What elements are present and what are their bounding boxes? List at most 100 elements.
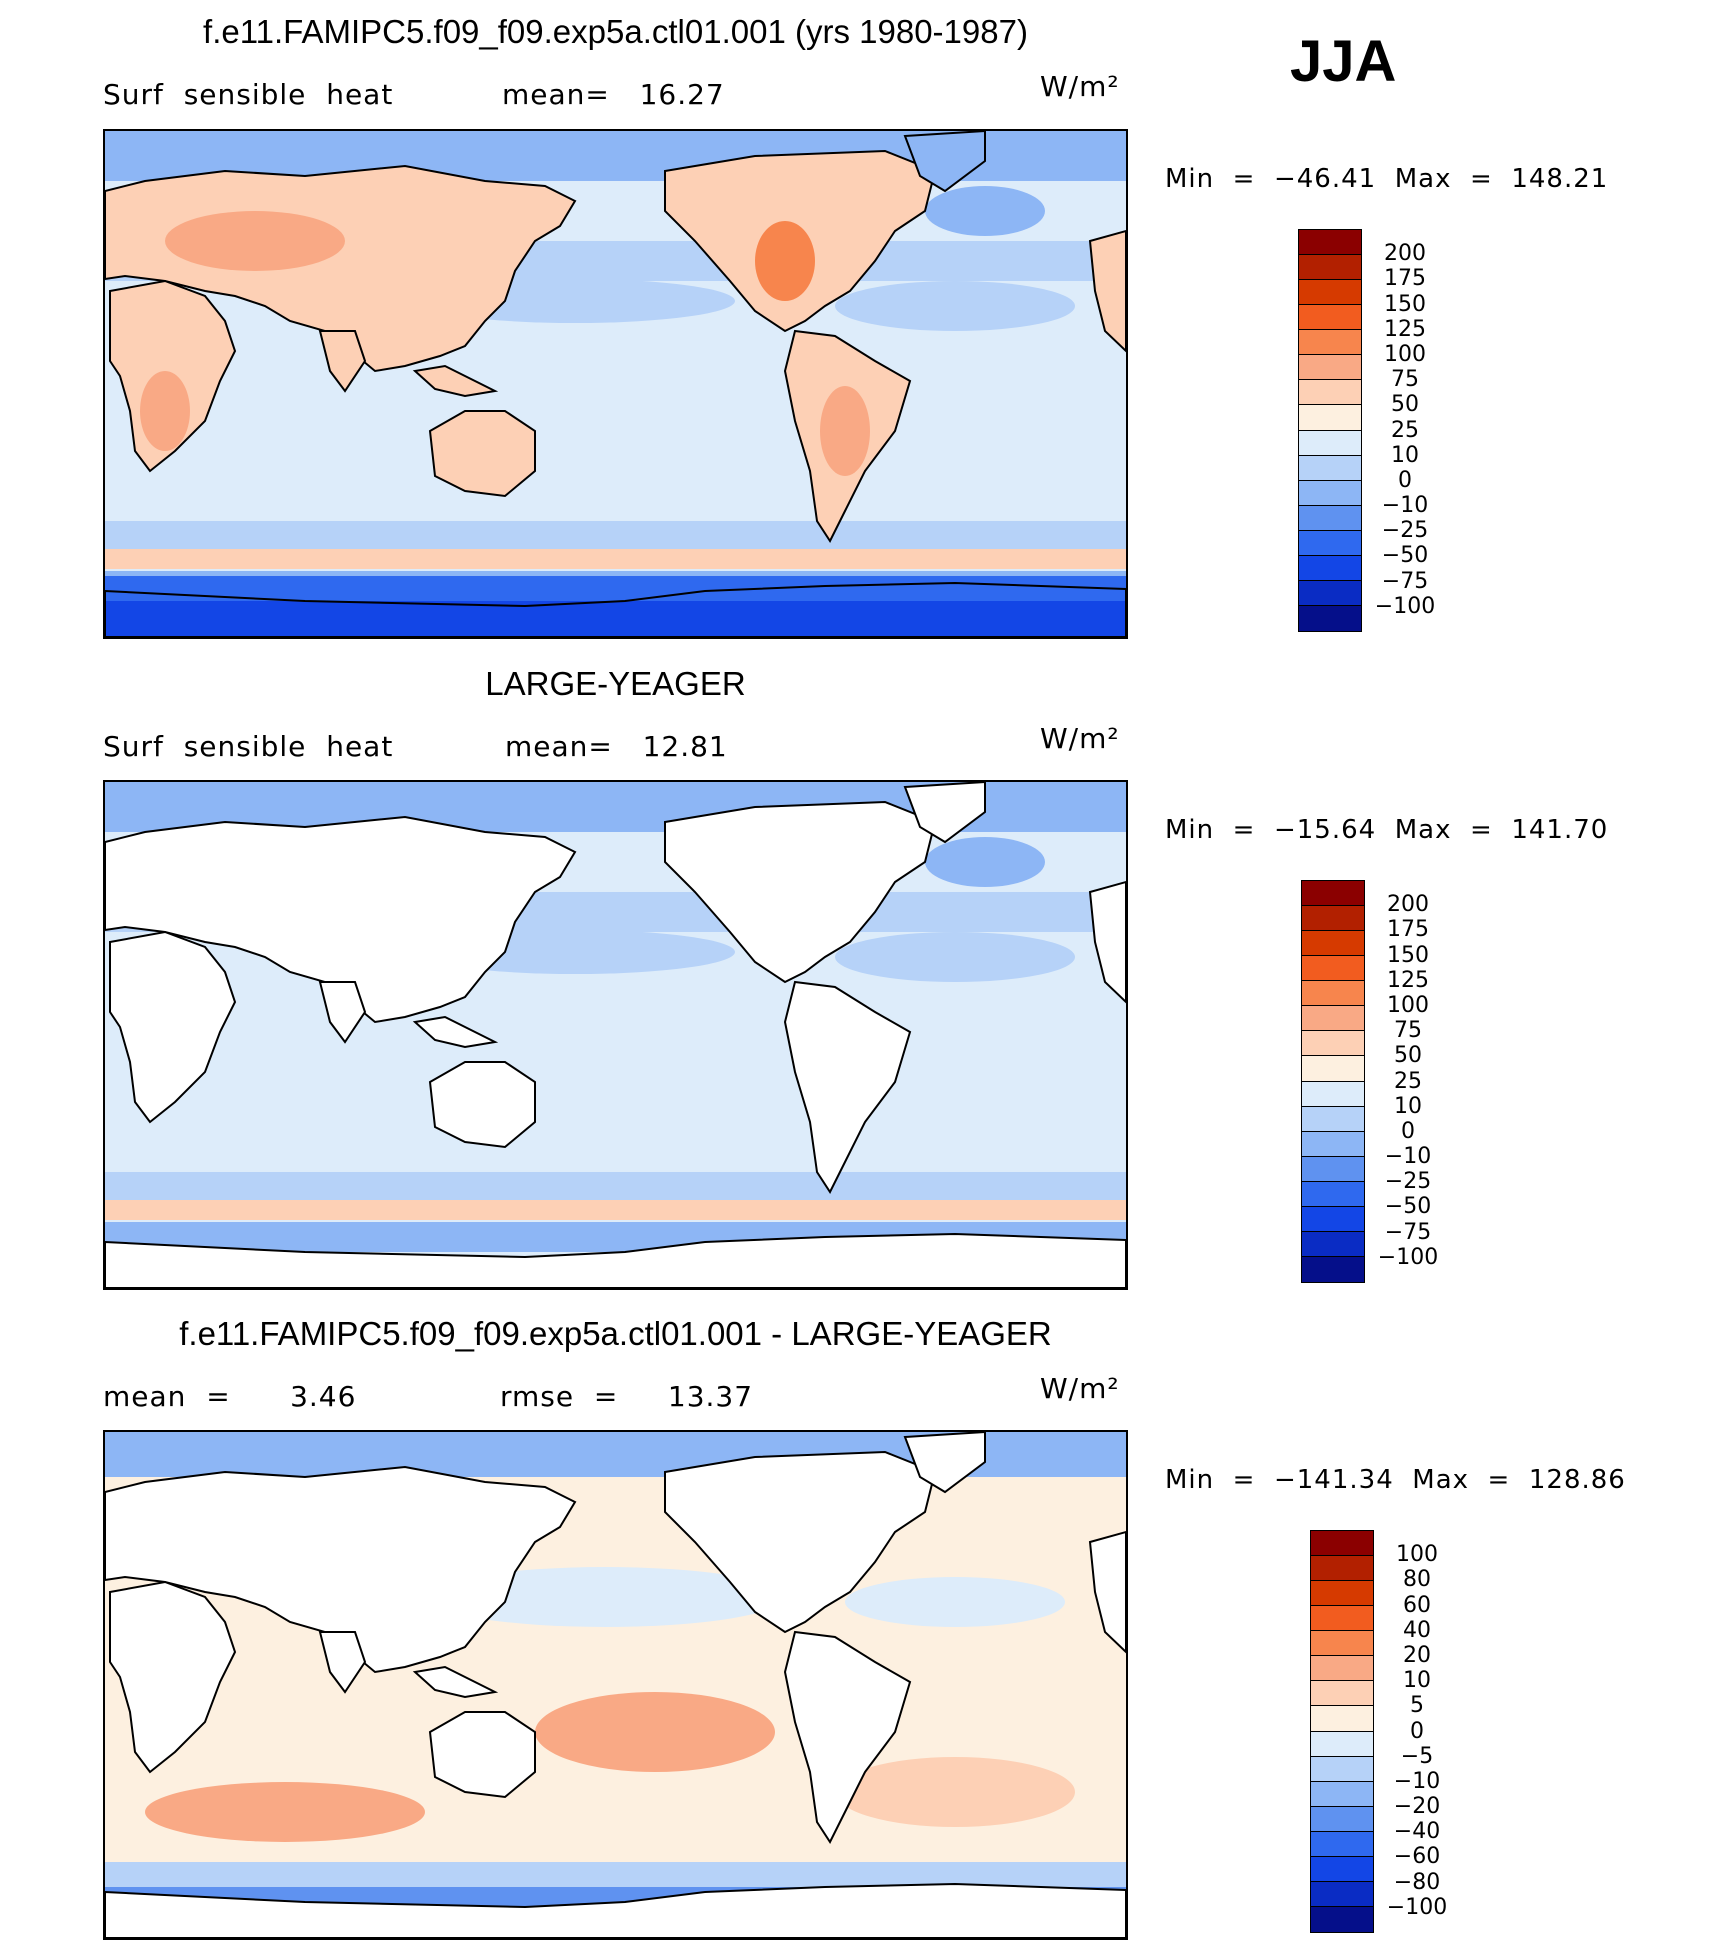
colorbar xyxy=(1310,1530,1374,1933)
colorbar-swatch xyxy=(1299,455,1361,481)
colorbar-swatch xyxy=(1311,1656,1373,1682)
colorbar-tick-label: 60 xyxy=(1403,1592,1431,1618)
coastline xyxy=(412,1015,499,1049)
variable-label: Surf sensible heat xyxy=(103,730,394,763)
colorbar-swatch xyxy=(1302,1056,1364,1082)
colorbar-swatch xyxy=(1311,1831,1373,1857)
coastline xyxy=(1088,229,1126,353)
coastline xyxy=(428,1061,536,1149)
min-max-label: Min = −141.34 Max = 128.86 xyxy=(1165,1465,1626,1495)
colorbar-tick-label: 150 xyxy=(1384,291,1426,317)
variable-label: Surf sensible heat xyxy=(103,78,394,111)
units-label: W/m² xyxy=(1040,722,1120,755)
colorbar-swatch xyxy=(1302,1131,1364,1157)
panel-difference: f.e11.FAMIPC5.f09_f09.exp5a.ctl01.001 - … xyxy=(0,1300,1710,1950)
coastline xyxy=(903,131,986,193)
colorbar-tick-label: 10 xyxy=(1394,1093,1422,1119)
colorbar-swatch xyxy=(1302,981,1364,1007)
colorbar-tick-label: −20 xyxy=(1393,1794,1441,1820)
colorbar-swatch xyxy=(1311,1906,1373,1932)
colorbar-tick-label: 125 xyxy=(1384,316,1426,342)
colorbar-swatch xyxy=(1311,1681,1373,1707)
colorbar-swatch xyxy=(1302,1156,1364,1182)
mean-label: mean = 3.46 xyxy=(103,1380,357,1413)
colorbar-tick-label: −80 xyxy=(1393,1869,1441,1895)
colorbar-tick-label: −50 xyxy=(1384,1194,1432,1220)
colorbar-tick-label: 0 xyxy=(1398,467,1412,493)
coastline xyxy=(109,930,237,1124)
colorbar-swatch xyxy=(1299,405,1361,431)
colorbar-swatch xyxy=(1311,1631,1373,1657)
colorbar-tick-label: 100 xyxy=(1396,1542,1438,1568)
units-label: W/m² xyxy=(1040,1372,1120,1405)
colorbar-tick-label: −25 xyxy=(1381,518,1429,544)
coastline xyxy=(105,815,577,1024)
colorbar-tick-label: −10 xyxy=(1393,1768,1441,1794)
colorbar-swatch xyxy=(1302,1231,1364,1257)
colorbar-swatch xyxy=(1302,1031,1364,1057)
colorbar-tick-label: −25 xyxy=(1384,1169,1432,1195)
colorbar-tick-label: 200 xyxy=(1384,241,1426,267)
colorbar-swatch xyxy=(1299,505,1361,531)
colorbar-tick-label: −10 xyxy=(1384,1144,1432,1170)
map-plot xyxy=(103,780,1128,1290)
colorbar-tick-label: −100 xyxy=(1386,1894,1448,1920)
coastline xyxy=(783,980,912,1195)
colorbar-swatch xyxy=(1311,1581,1373,1607)
colorbar-swatch xyxy=(1311,1806,1373,1832)
coastline xyxy=(428,1711,536,1799)
colorbar-swatch xyxy=(1302,1006,1364,1032)
colorbar-swatch xyxy=(1311,1731,1373,1757)
colorbar-tick-label: 150 xyxy=(1387,942,1429,968)
panel-obs: LARGE-YEAGER Surf sensible heat mean= 12… xyxy=(0,650,1710,1300)
mean-label: mean= 12.81 xyxy=(505,730,728,763)
rmse-label: rmse = 13.37 xyxy=(500,1380,754,1413)
colorbar-tick-label: 175 xyxy=(1387,917,1429,943)
map-plot xyxy=(103,1430,1128,1940)
colorbar-tick-label: 75 xyxy=(1394,1018,1422,1044)
coastline xyxy=(1088,1530,1126,1654)
colorbar-swatch xyxy=(1299,480,1361,506)
colorbar-swatch xyxy=(1302,906,1364,932)
colorbar-swatch xyxy=(1311,1856,1373,1882)
colorbar-tick-label: −75 xyxy=(1384,1219,1432,1245)
colorbar-tick-label: 0 xyxy=(1401,1118,1415,1144)
colorbar-swatch xyxy=(1311,1531,1373,1557)
colorbar-tick-label: 10 xyxy=(1391,442,1419,468)
coastline xyxy=(105,581,1126,637)
colorbar-swatch xyxy=(1299,580,1361,606)
colorbar-tick-label: −60 xyxy=(1393,1844,1441,1870)
panel-title: f.e11.FAMIPC5.f09_f09.exp5a.ctl01.001 - … xyxy=(179,1315,1052,1352)
colorbar-swatch xyxy=(1311,1706,1373,1732)
coastline xyxy=(105,1465,577,1674)
colorbar-swatch xyxy=(1311,1881,1373,1907)
coastline xyxy=(412,364,499,398)
season-label: JJA xyxy=(1290,29,1397,94)
coastline xyxy=(664,800,937,984)
coastline xyxy=(428,410,536,498)
coastline xyxy=(109,1580,237,1774)
colorbar-tick-label: 50 xyxy=(1391,392,1419,418)
coastline xyxy=(105,1882,1126,1938)
colorbar-tick-label: 175 xyxy=(1384,266,1426,292)
colorbar-swatch xyxy=(1302,1081,1364,1107)
colorbar-swatch xyxy=(1311,1556,1373,1582)
colorbar-swatch xyxy=(1299,380,1361,406)
colorbar xyxy=(1301,880,1365,1283)
colorbar-swatch xyxy=(1299,255,1361,281)
colorbar-tick-label: 100 xyxy=(1387,992,1429,1018)
colorbar-swatch xyxy=(1299,305,1361,331)
colorbar-swatch xyxy=(1299,355,1361,381)
mean-label: mean= 16.27 xyxy=(502,78,725,111)
colorbar-swatch xyxy=(1302,1181,1364,1207)
colorbar-tick-label: 200 xyxy=(1387,892,1429,918)
colorbar-swatch xyxy=(1299,230,1361,256)
colorbar-tick-label: −100 xyxy=(1374,593,1436,619)
colorbar-tick-label: 40 xyxy=(1403,1617,1431,1643)
colorbar-tick-label: −50 xyxy=(1381,543,1429,569)
coastline xyxy=(412,1665,499,1699)
colorbar-tick-label: −10 xyxy=(1381,493,1429,519)
colorbar-swatch xyxy=(1311,1781,1373,1807)
colorbar-swatch xyxy=(1311,1606,1373,1632)
panel-title: f.e11.FAMIPC5.f09_f09.exp5a.ctl01.001 (y… xyxy=(203,13,1028,50)
